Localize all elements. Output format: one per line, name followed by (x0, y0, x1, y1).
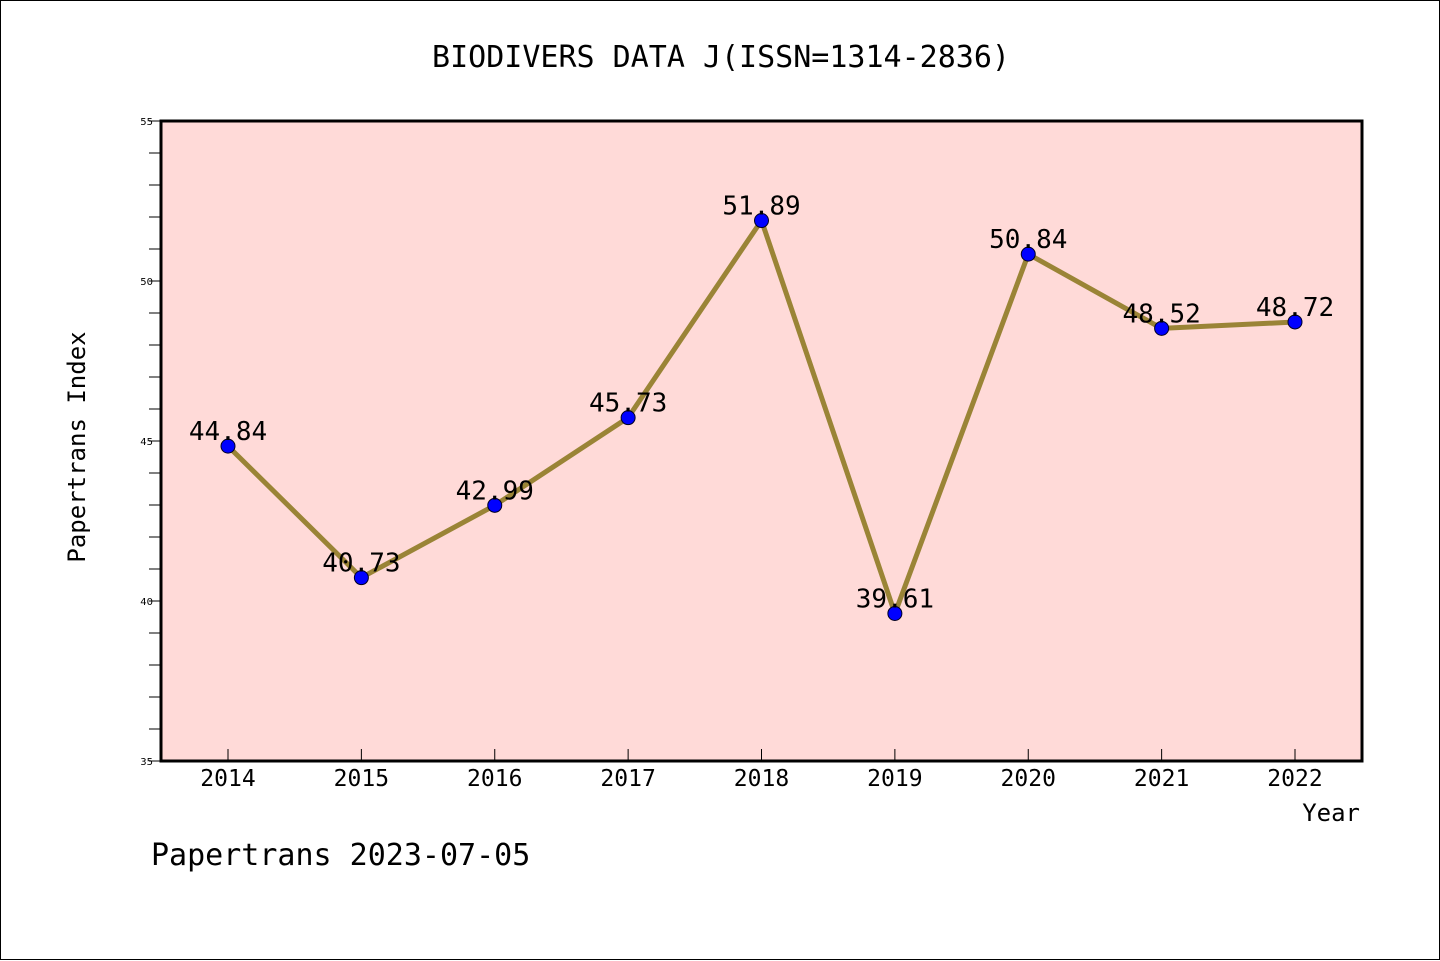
y-tick-label: 40 (140, 597, 153, 608)
data-label: 39.61 (856, 584, 934, 614)
data-label: 45.73 (589, 389, 667, 419)
data-label: 48.52 (1122, 299, 1200, 329)
data-point-marker (754, 213, 769, 229)
x-tick-label: 2018 (734, 766, 789, 792)
x-axis-ticks: 2014 2015 2016 2017 2018 2019 2020 2021 2022 (200, 749, 1323, 792)
data-label: 40.73 (322, 549, 400, 579)
data-label: 51.89 (722, 192, 800, 222)
data-label: 50.84 (989, 225, 1067, 255)
series-markers (220, 213, 1303, 621)
data-point-marker (1287, 314, 1303, 330)
x-tick-label: 2022 (1267, 766, 1322, 792)
y-axis-ticks: 35 40 45 50 55 (140, 117, 161, 768)
x-tick-label: 2021 (1134, 766, 1189, 792)
x-tick-label: 2016 (467, 766, 522, 792)
data-point-marker (887, 605, 903, 621)
x-tick-label: 2017 (600, 766, 655, 792)
data-point-marker (1020, 246, 1036, 262)
data-point-marker (1154, 320, 1170, 336)
x-tick-label: 2015 (334, 766, 389, 792)
chart-title: BIODIVERS DATA J(ISSN=1314-2836) (432, 40, 1010, 75)
y-tick-label: 45 (140, 437, 153, 448)
y-axis-title: Papertrans Index (63, 331, 91, 562)
y-tick-label: 35 (140, 757, 153, 768)
data-point-marker (353, 570, 369, 586)
footer-text: Papertrans 2023-07-05 (151, 838, 530, 873)
y-tick-label: 50 (140, 277, 153, 288)
data-point-marker (220, 438, 236, 454)
y-tick-label: 55 (140, 117, 153, 128)
data-label: 48.72 (1256, 293, 1334, 323)
x-tick-label: 2019 (867, 766, 922, 792)
plot-frame (159, 119, 1364, 763)
data-point-marker (487, 497, 503, 513)
data-label: 42.99 (456, 476, 534, 506)
x-axis-title: Year (1302, 799, 1360, 827)
x-tick-label: 2020 (1001, 766, 1056, 792)
data-labels: 44.84 40.73 42.99 45.73 51.89 39.61 50.84 48.52… (189, 192, 1334, 615)
data-point-marker (620, 410, 636, 426)
x-tick-label: 2014 (200, 766, 255, 792)
data-label: 44.84 (189, 417, 267, 447)
